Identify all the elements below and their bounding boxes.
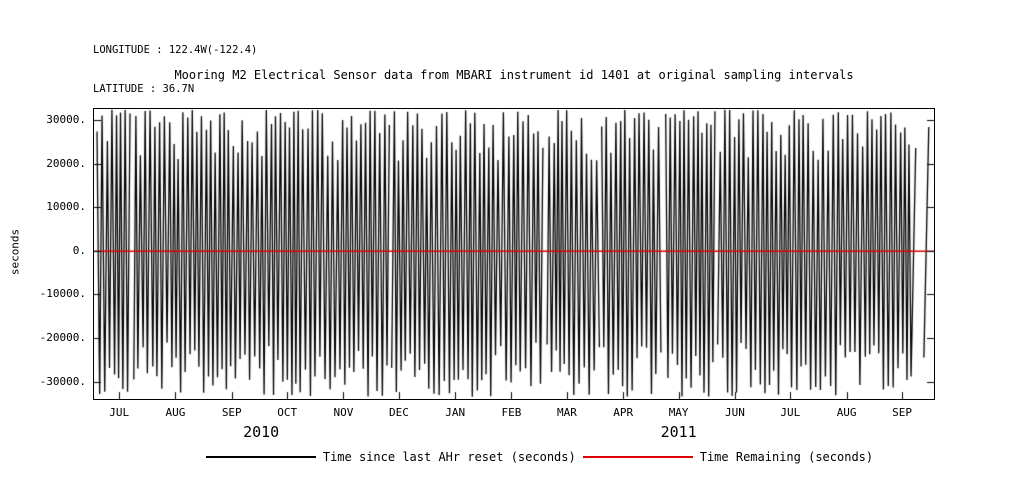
y-tick-label: 10000.: [46, 200, 86, 214]
year-label: 2010: [243, 423, 280, 441]
x-tick-label: JUL: [109, 406, 130, 419]
x-tick-label: MAR: [556, 406, 577, 419]
y-tick-label: 30000.: [46, 112, 86, 126]
x-tick-label: JUL: [780, 406, 801, 419]
x-tick-label: FEB: [501, 406, 522, 419]
x-tick-label: OCT: [277, 406, 298, 419]
longitude-label: LONGITUDE : 122.4W(-122.4): [93, 44, 258, 56]
y-tick-label: -20000.: [39, 330, 86, 344]
x-tick-label: AUG: [165, 406, 186, 419]
waveform-canvas: [94, 109, 934, 399]
x-tick-label: DEC: [388, 406, 409, 419]
x-tick-label: JUN: [724, 406, 745, 419]
legend-line-red: [582, 456, 693, 458]
x-tick-label: SEP: [221, 406, 242, 419]
x-tick-label: SEP: [892, 406, 913, 419]
x-tick-label: MAY: [668, 406, 689, 419]
y-tick-label: -30000.: [39, 374, 86, 388]
legend-label-ahr-reset: Time since last AHr reset (seconds): [322, 450, 576, 464]
y-tick-label: 0.: [72, 243, 86, 257]
x-tick-label: AUG: [836, 406, 857, 419]
latitude-label: LATITUDE : 36.7N: [93, 83, 195, 95]
y-tick-label: 20000.: [46, 156, 86, 170]
x-tick-label: APR: [613, 406, 634, 419]
x-tick-label: JAN: [445, 406, 466, 419]
x-tick-label: NOV: [333, 406, 354, 419]
legend-line-black: [205, 456, 316, 458]
plot-area: [93, 108, 935, 400]
y-tick-label: -10000.: [39, 287, 86, 301]
legend-label-time-remaining: Time Remaining (seconds): [699, 450, 874, 464]
chart-title: Mooring M2 Electrical Sensor data from M…: [174, 68, 854, 82]
year-label: 2011: [660, 423, 697, 441]
legend: Time since last AHr reset (seconds) Time…: [0, 450, 1009, 464]
